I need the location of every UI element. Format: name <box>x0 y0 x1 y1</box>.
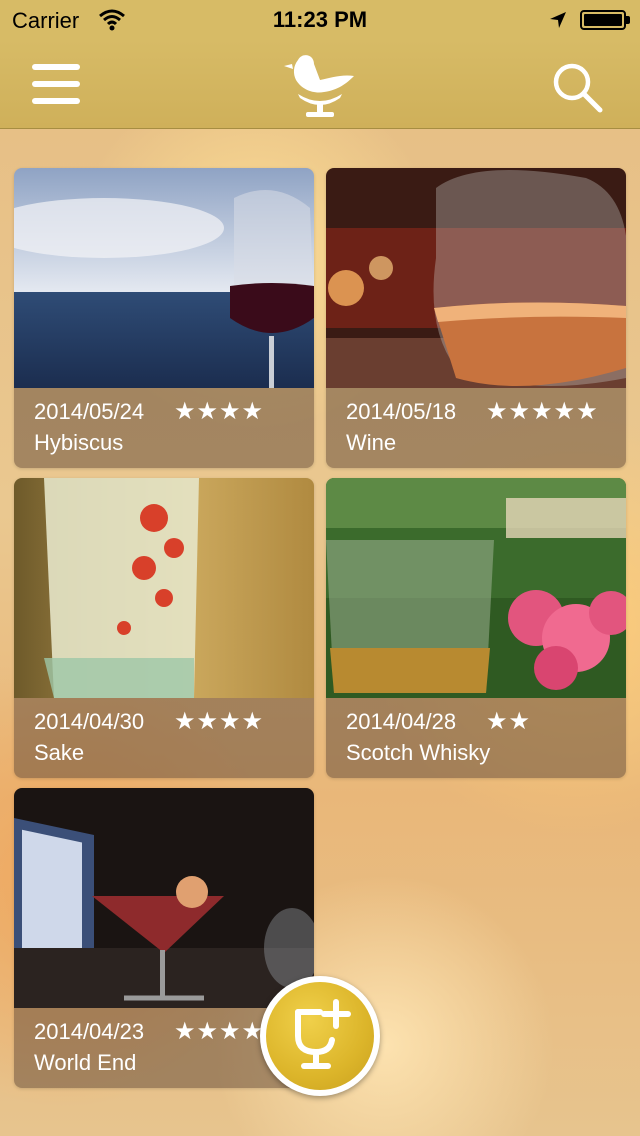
status-bar: Carrier 11:23 PM <box>0 0 640 40</box>
rating-stars: ★★★★★ <box>486 398 599 425</box>
card-date: 2014/05/18 <box>346 399 457 424</box>
card-date: 2014/04/28 <box>346 709 457 734</box>
card-info: 2014/04/28 ★★ Scotch Whisky <box>326 698 626 778</box>
card-info: 2014/04/30 ★★★★ Sake <box>14 698 314 778</box>
drink-card[interactable]: 2014/05/24 ★★★★ Hybiscus <box>14 168 314 468</box>
drink-photo <box>14 478 314 698</box>
hamburger-menu-icon[interactable] <box>28 60 84 108</box>
card-title: Sake <box>34 740 85 765</box>
card-title: World End <box>34 1050 137 1075</box>
drink-photo <box>14 168 314 388</box>
card-title: Hybiscus <box>34 430 124 455</box>
rating-stars: ★★ <box>486 708 532 735</box>
add-glass-icon <box>295 999 351 1069</box>
bird-logo-icon <box>284 55 354 117</box>
add-drink-button[interactable] <box>260 976 380 1096</box>
card-title: Wine <box>346 430 397 455</box>
search-icon[interactable] <box>548 58 608 114</box>
drink-card[interactable]: 2014/04/30 ★★★★ Sake <box>14 478 314 778</box>
drink-photo <box>326 168 626 388</box>
carrier-label: Carrier <box>12 8 80 33</box>
clock: 11:23 PM <box>272 7 368 32</box>
drink-photo <box>326 478 626 698</box>
rating-stars: ★★★★ <box>174 398 265 425</box>
rating-stars: ★★★★ <box>174 1018 265 1045</box>
drink-card[interactable]: 2014/05/18 ★★★★★ Wine <box>326 168 626 468</box>
card-date: 2014/04/30 <box>34 709 145 734</box>
nav-bar <box>0 40 640 129</box>
drink-photo <box>14 788 314 1008</box>
location-arrow-icon <box>550 12 566 28</box>
wifi-icon <box>99 9 125 31</box>
card-title: Scotch Whisky <box>346 740 491 765</box>
battery-tip <box>626 16 630 24</box>
drink-card[interactable]: 2014/04/23 ★★★★ World End <box>14 788 314 1088</box>
battery-icon <box>580 10 626 30</box>
card-info: 2014/05/24 ★★★★ Hybiscus <box>14 388 314 468</box>
rating-stars: ★★★★ <box>174 708 265 735</box>
drink-card[interactable]: 2014/04/28 ★★ Scotch Whisky <box>326 478 626 778</box>
card-date: 2014/05/24 <box>34 399 145 424</box>
add-button-face <box>266 982 374 1090</box>
card-info: 2014/05/18 ★★★★★ Wine <box>326 388 626 468</box>
card-date: 2014/04/23 <box>34 1019 145 1044</box>
